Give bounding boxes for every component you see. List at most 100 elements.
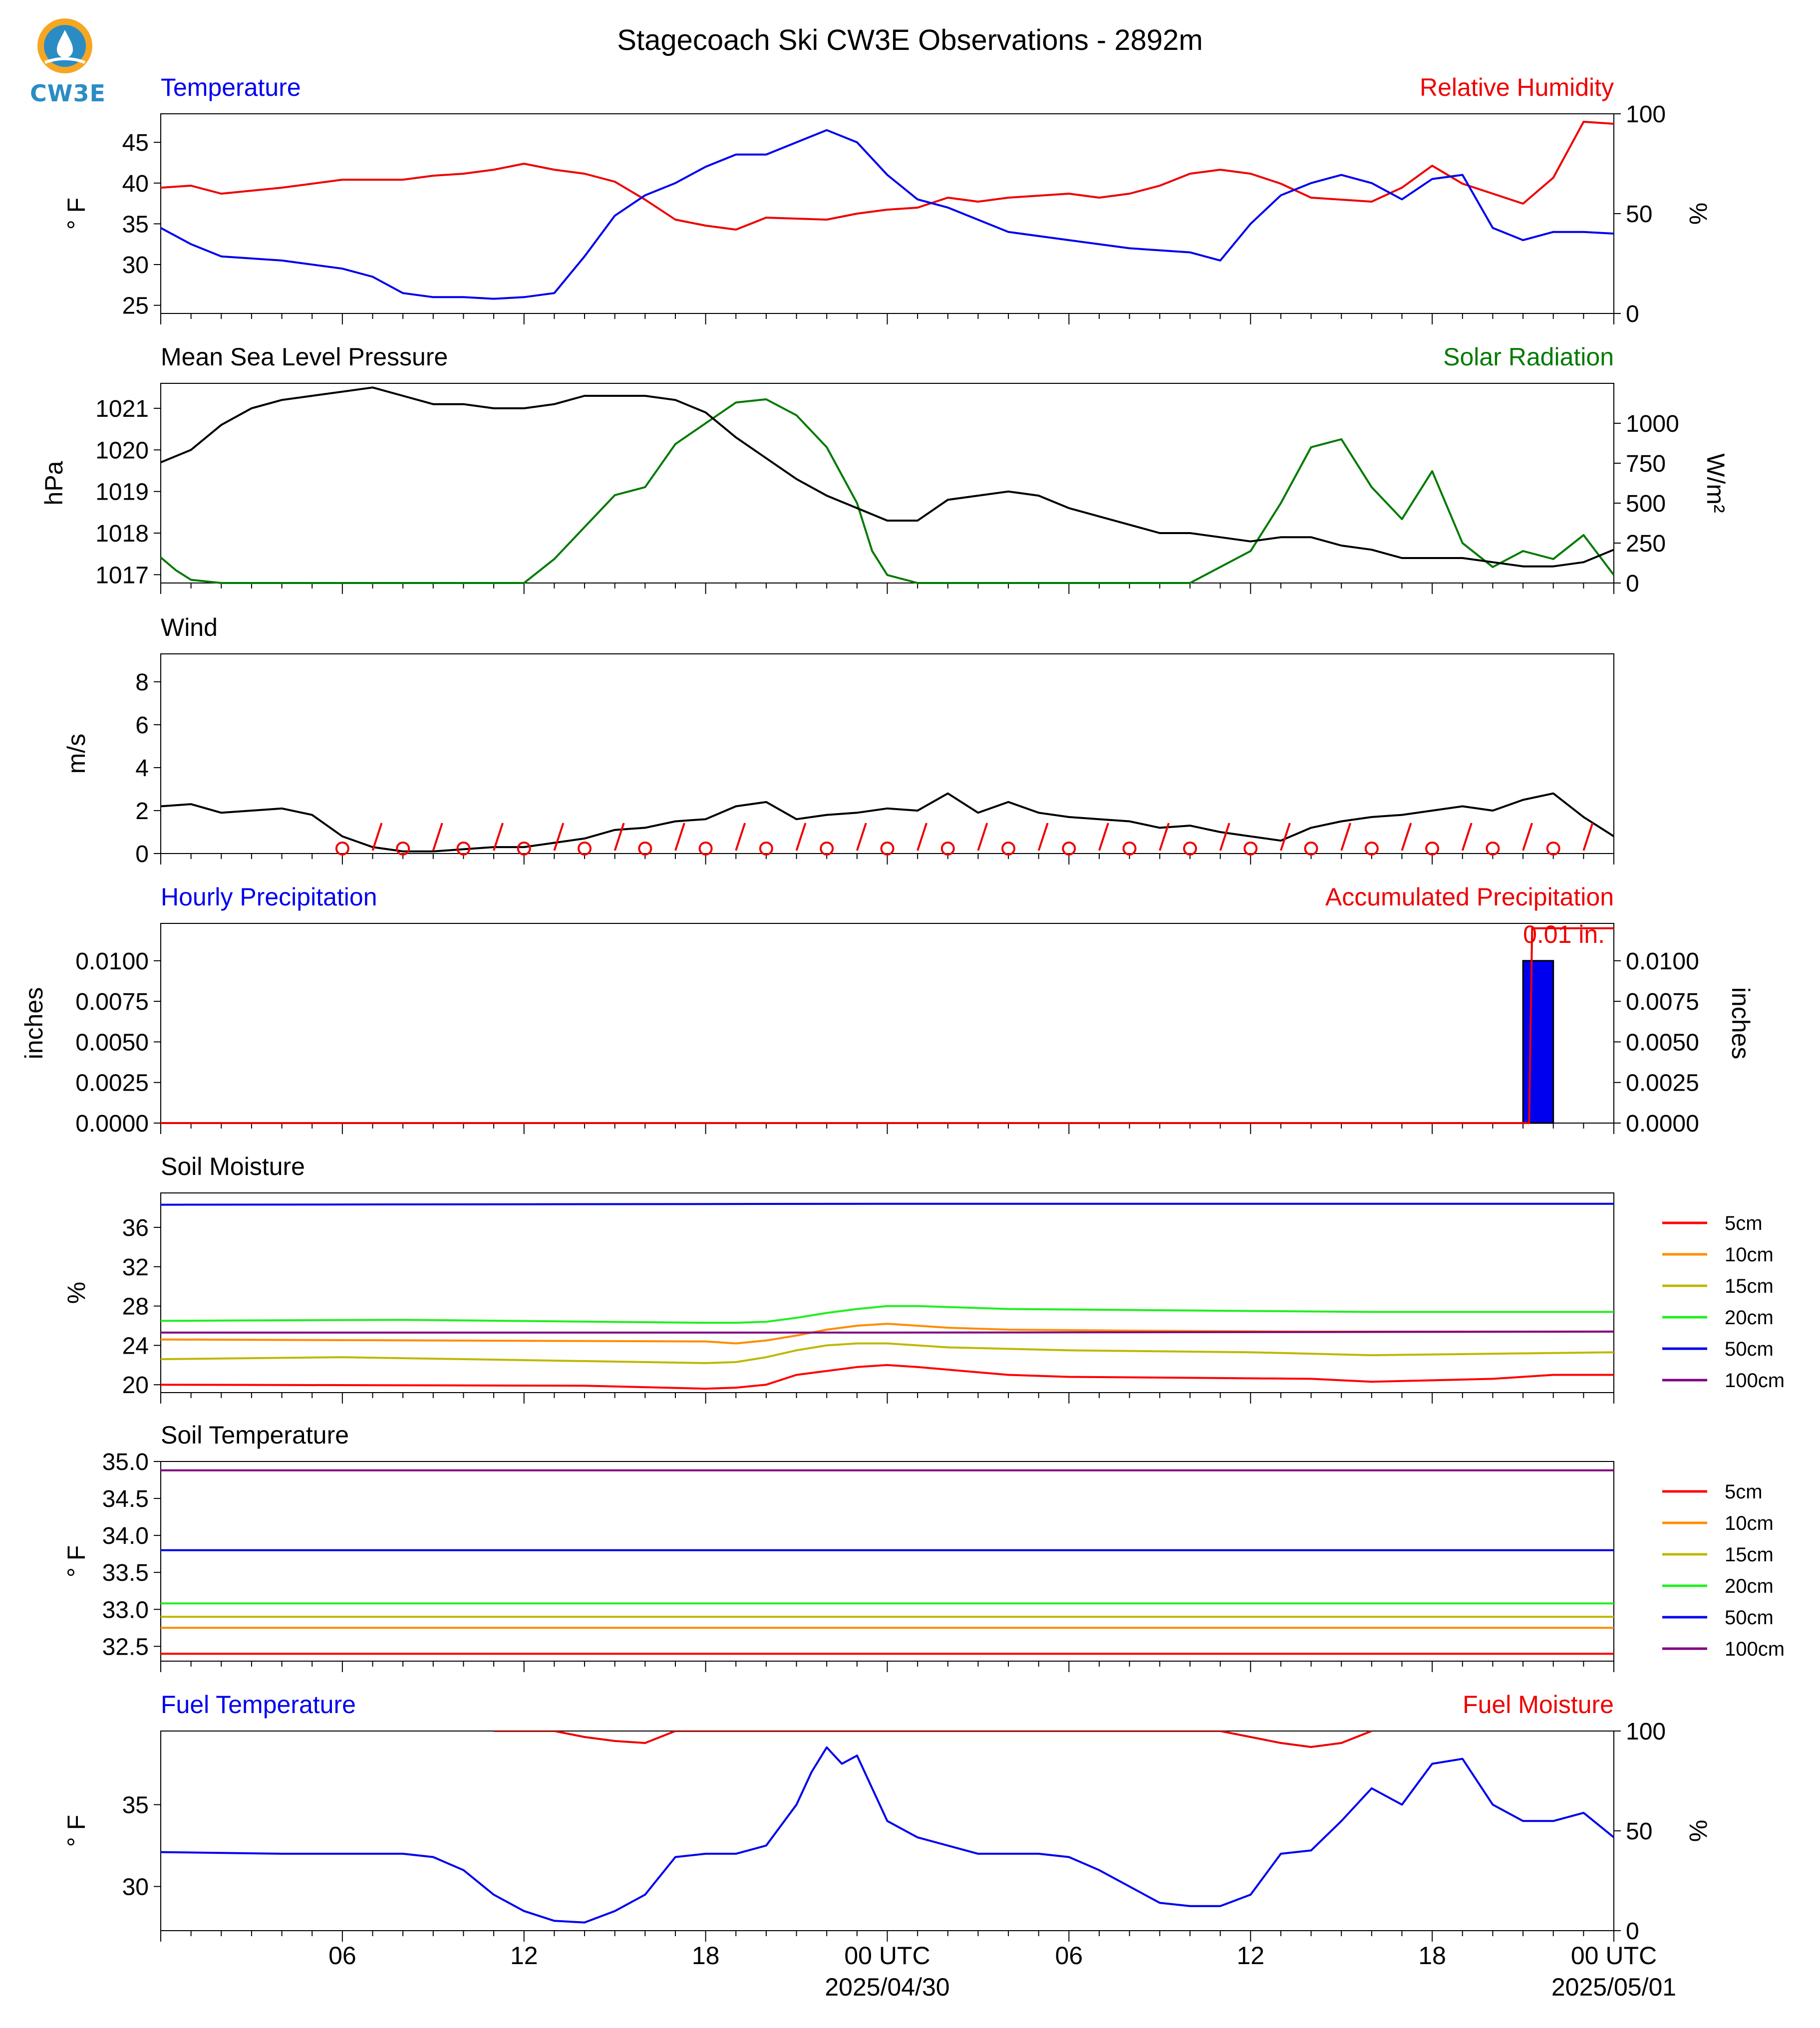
soil_temperature-ytick-label-left: 34.0: [102, 1523, 149, 1549]
wind-calm-marker: [638, 842, 652, 856]
wind-barb-staff: [371, 823, 383, 851]
soil_temperature-ytick-label-left: 32.5: [102, 1634, 149, 1660]
wind-calm-marker: [1243, 842, 1258, 856]
wind-barb-staff: [856, 823, 867, 851]
fuel-frame: [160, 1731, 1614, 1931]
soil_temperature-ytick-label-left: 34.5: [102, 1486, 149, 1512]
temperature-panel: Temperature Relative Humidity 25 30 35 40 45 0 5…: [62, 73, 1712, 327]
accumulated-precip-line: [161, 927, 1614, 1124]
pressure-ytick-label-left: 1018: [95, 521, 149, 547]
wind-barb-staff: [735, 823, 746, 851]
soil_temperature-ytick-label-left: 35.0: [102, 1449, 149, 1475]
pressure-ytick-label-right: 500: [1626, 491, 1666, 517]
pressure-line: [160, 386, 1614, 568]
wind-calm-marker: [1062, 842, 1076, 856]
wind-ytick-label-left: 0: [135, 841, 149, 868]
soil-moisture-50cm-line: [160, 1202, 1614, 1206]
precip-ytick-label-right: 0.0000: [1626, 1111, 1699, 1137]
wind-frame: [160, 653, 1614, 854]
wind-calm-marker: [396, 842, 410, 856]
wind-calm-marker: [820, 842, 834, 856]
temperature-ytick-label-left: 35: [122, 211, 149, 238]
fuel-ytick-label-left: 30: [122, 1874, 149, 1900]
wind-barb-staff: [1219, 823, 1230, 851]
wind-calm-marker: [578, 842, 592, 856]
precip-ytick-label-left: 0.0000: [75, 1111, 149, 1137]
precip-ytick-label-left: 0.0050: [75, 1029, 149, 1056]
wind-calm-marker: [940, 842, 955, 856]
soil_moisture-legend-label: 5cm: [1725, 1212, 1763, 1234]
soil_temperature-title-left: Soil Temperature: [161, 1421, 349, 1449]
precip-ytick-label-right: 0.0025: [1626, 1070, 1699, 1097]
wind-calm-marker: [1364, 842, 1379, 856]
figure-title: Stagecoach Ski CW3E Observations - 2892m: [617, 24, 1203, 56]
wind-calm-marker: [1304, 842, 1318, 856]
soil_temperature-panel: Soil Temperature 32.5 33.0 33.5 34.0 34.5 35.0…: [62, 1421, 1785, 1672]
logo-text: CW3E: [30, 80, 106, 107]
wind-calm-marker: [456, 842, 471, 856]
soil_moisture-frame: [160, 1192, 1614, 1393]
temperature-ytick-label-left: 30: [122, 252, 149, 279]
wind-barb-staff: [1582, 823, 1594, 851]
pressure-title-left: Mean Sea Level Pressure: [161, 343, 448, 371]
pressure-title-right: Solar Radiation: [1443, 343, 1614, 371]
fuel-temperature-line: [160, 1746, 1615, 1924]
wind-barb-staff: [553, 823, 565, 851]
soil_moisture-legend-label: 15cm: [1725, 1275, 1774, 1297]
temperature-ytick-label-left: 45: [122, 130, 149, 156]
soil-moisture-100cm-line: [161, 1330, 1614, 1334]
cw3e-logo: CW3E: [25, 15, 105, 110]
wind-barb-staff: [613, 823, 625, 851]
wind-speed-line: [160, 792, 1615, 853]
wind-ytick-label-left: 8: [135, 669, 149, 696]
precip-ytick-label-right: 0.0100: [1626, 948, 1699, 975]
wind-barb-staff: [1098, 823, 1109, 851]
time-tick-label: 00 UTC: [1571, 1942, 1657, 1970]
temperature-ytick-label-right: 50: [1626, 201, 1652, 228]
wind-barb-staff: [1522, 823, 1533, 851]
solar-radiation-line: [160, 398, 1615, 584]
fuel-panel: Fuel Temperature Fuel Moisture 30 35 0 50 100 °…: [62, 1691, 1712, 1945]
soil-moisture-5cm-line: [160, 1364, 1614, 1390]
precip-annotation: 0.01 in.: [1523, 920, 1605, 948]
soil_temperature-legend-label: 10cm: [1725, 1512, 1774, 1534]
temperature-ytick-label-left: 25: [122, 293, 149, 319]
wind-barb-staff: [1461, 823, 1473, 851]
pressure-frame: [160, 383, 1614, 583]
wind-calm-marker: [1122, 842, 1137, 856]
temperature-ytick-label-right: 100: [1626, 101, 1666, 128]
time-tick-label: 00 UTC: [844, 1942, 930, 1970]
soil-moisture-10cm-line: [160, 1323, 1614, 1345]
soil_moisture-ytick-label-left: 32: [122, 1254, 149, 1281]
fuel-title-right: Fuel Moisture: [1463, 1691, 1614, 1719]
temperature-ylabel-left: ° F: [62, 198, 90, 230]
hourly-precip-bar: [1522, 960, 1554, 1124]
wind-barb-staff: [432, 823, 443, 851]
precip-title-right: Accumulated Precipitation: [1325, 883, 1614, 911]
wind-barb-staff: [1401, 823, 1412, 851]
pressure-ylabel-right: W/m²: [1702, 453, 1730, 513]
wind-barb-staff: [1340, 823, 1352, 851]
wind-barb-staff: [493, 823, 504, 851]
time-tick-label: 06: [1055, 1942, 1083, 1970]
precip-ytick-label-left: 0.0100: [75, 948, 149, 975]
soil_moisture-title-left: Soil Moisture: [161, 1153, 305, 1180]
wind-calm-marker: [1546, 842, 1560, 856]
fuel-moisture-line: [494, 1731, 1372, 1748]
wind-calm-marker: [698, 842, 713, 856]
water-drop-logo-icon: [37, 18, 92, 73]
precip-ylabel-left: inches: [20, 987, 48, 1060]
soil_moisture-ytick-label-left: 24: [122, 1333, 149, 1359]
pressure-ytick-label-right: 0: [1626, 571, 1639, 597]
soil_moisture-legend-label: 100cm: [1725, 1370, 1785, 1392]
wind-ytick-label-left: 4: [135, 755, 149, 782]
precip-title-left: Hourly Precipitation: [161, 883, 377, 911]
pressure-panel: Mean Sea Level Pressure Solar Radiation 10…: [40, 343, 1730, 597]
temperature-title-left: Temperature: [161, 73, 301, 101]
temperature-ylabel-right: %: [1684, 203, 1712, 225]
wind-title-left: Wind: [161, 613, 218, 641]
precip-ylabel-right: inches: [1727, 987, 1755, 1060]
soil_moisture-legend-label: 20cm: [1725, 1307, 1774, 1329]
time-tick-label: 12: [510, 1942, 538, 1970]
wind-barb-staff: [977, 823, 988, 851]
